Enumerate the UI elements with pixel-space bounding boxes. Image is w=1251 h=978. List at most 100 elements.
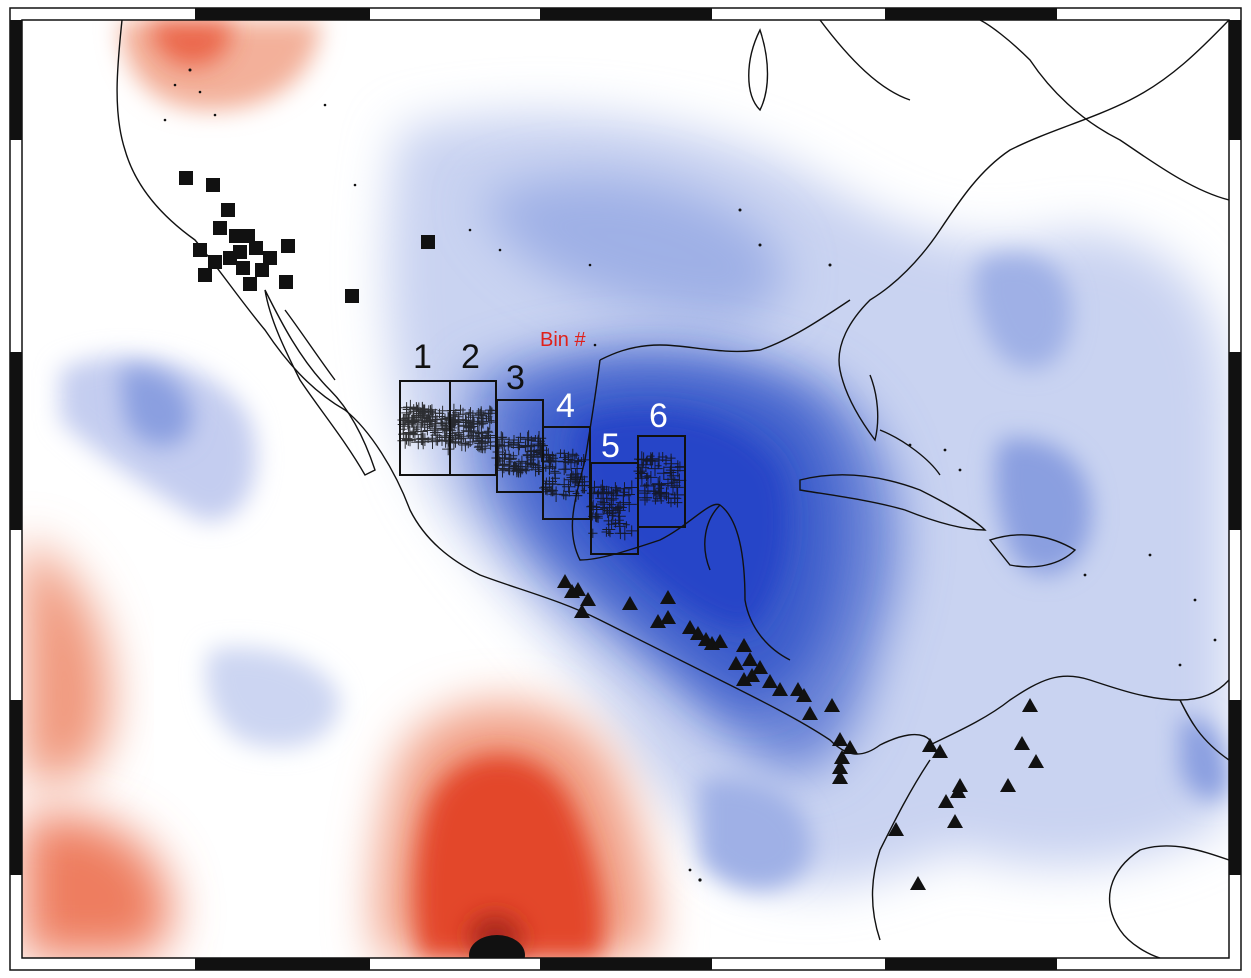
event-cross-icon	[403, 434, 417, 447]
event-cross-icon	[566, 469, 578, 481]
event-cross-icon	[647, 460, 663, 477]
event-cross-icon	[656, 466, 671, 480]
event-cross-icon	[437, 405, 448, 416]
station-square-icon	[236, 261, 250, 275]
event-cross-icon	[455, 432, 467, 444]
station-square-icon	[421, 235, 435, 249]
event-cross-icon	[640, 478, 656, 494]
frame-tick	[540, 8, 712, 20]
volcano-triangle-icon	[557, 574, 573, 588]
event-cross-icon	[626, 525, 638, 537]
event-cross-icon	[465, 409, 473, 417]
event-cross-icon	[649, 486, 660, 497]
volcano-triangle-icon	[1014, 736, 1030, 750]
event-cross-icon	[562, 454, 574, 465]
station-square-icon	[243, 277, 257, 291]
event-cross-icon	[580, 487, 587, 494]
event-cross-icon	[510, 461, 520, 470]
volcano-triangle-icon	[728, 656, 744, 670]
event-cross-icon	[425, 436, 432, 443]
event-cross-icon	[425, 434, 440, 449]
volcano-triangle-icon	[682, 620, 698, 634]
event-cross-icon	[577, 454, 590, 466]
frame-tick	[1229, 700, 1241, 875]
event-cross-icon	[414, 418, 428, 432]
event-cross-icon	[570, 462, 584, 475]
station-square-icon	[279, 275, 293, 289]
event-cross-icon	[468, 430, 479, 441]
event-cross-icon	[422, 408, 434, 421]
event-cross-icon	[674, 461, 685, 472]
event-cross-icon	[538, 446, 555, 463]
event-cross-icon	[522, 451, 531, 460]
event-cross-icon	[542, 461, 557, 475]
event-cross-icon	[535, 468, 542, 475]
volcano-triangle-icon	[834, 750, 850, 764]
event-cross-icon	[622, 521, 630, 529]
frame-tick	[885, 8, 1057, 20]
event-cross-icon	[586, 499, 601, 514]
station-square-icon	[221, 203, 235, 217]
anomaly-field: Bin # 1 2 3 4 5 6	[22, 20, 1229, 958]
event-cross-icon	[604, 506, 615, 516]
station-square-icon	[198, 268, 212, 282]
event-cross-icon	[471, 408, 486, 423]
event-cross-icon	[465, 410, 481, 425]
event-cross-icon	[654, 462, 662, 470]
event-cross-icon	[442, 443, 455, 456]
event-cross-icon	[661, 492, 669, 500]
volcano-triangle-icon	[742, 652, 758, 666]
station-square-icon	[281, 239, 295, 253]
volcano-triangle-icons	[557, 574, 1044, 890]
event-cross-icon	[670, 488, 685, 502]
event-cross-icon	[548, 486, 564, 502]
event-cross-icon	[429, 429, 437, 436]
event-cross-icon	[639, 494, 651, 506]
event-cross-icon	[516, 463, 528, 475]
event-cross-icon	[643, 481, 650, 489]
volcano-triangle-icon	[1028, 754, 1044, 768]
event-cross-icon	[603, 508, 613, 518]
event-cross-icon	[550, 473, 560, 483]
event-cross-icon	[456, 407, 470, 421]
event-cross-icon	[615, 495, 632, 511]
event-cross-icon	[508, 461, 520, 473]
station-square-icon	[249, 241, 263, 255]
station-square-icon	[229, 229, 243, 243]
event-cross-icon	[642, 456, 651, 465]
volcano-triangle-icon	[574, 604, 590, 618]
volcano-triangle-icon	[660, 610, 676, 624]
event-cross-icon	[473, 443, 482, 452]
bin-label-6: 6	[649, 397, 668, 435]
volcano-triangle-icon	[1022, 698, 1038, 712]
slow-anomaly-region	[22, 20, 654, 958]
bin-label-3: 3	[506, 359, 525, 397]
bin-label-1: 1	[413, 338, 432, 376]
frame-tick	[1229, 352, 1241, 530]
event-cross-icon	[542, 476, 557, 491]
event-cross-icon	[614, 527, 627, 540]
event-cross-icon	[417, 407, 429, 419]
event-cross-icon	[411, 435, 426, 450]
event-cross-icon	[668, 491, 682, 505]
event-cross-icon	[472, 434, 486, 448]
frame-tick	[195, 958, 370, 970]
event-cross-icon	[614, 487, 622, 495]
event-cross-icon	[572, 490, 580, 497]
event-cross-icon	[612, 506, 620, 514]
event-cross-icon	[670, 480, 684, 495]
event-cross-icon	[528, 461, 536, 469]
event-cross-icon	[437, 419, 445, 427]
bin-title: Bin #	[540, 329, 586, 351]
event-cross-icon	[607, 501, 614, 508]
event-cross-icon	[475, 435, 489, 449]
station-square-icons	[179, 171, 435, 303]
event-cross-icon	[401, 413, 417, 429]
event-cross-icon	[574, 457, 583, 465]
event-cross-icon	[600, 504, 609, 513]
volcano-triangle-icon	[690, 626, 706, 640]
volcano-triangle-icon	[802, 706, 818, 720]
frame-tick	[10, 700, 22, 875]
event-cross-icons	[397, 399, 687, 541]
